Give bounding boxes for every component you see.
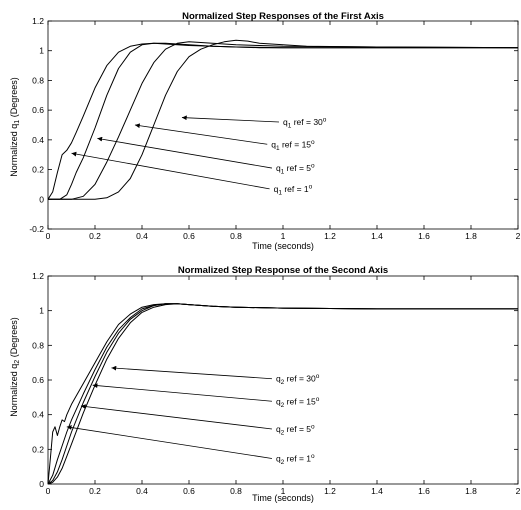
y-tick-label: 1 — [39, 46, 44, 56]
annotation-arrow — [97, 136, 273, 169]
annotation-label: q1 ref = 5o — [276, 163, 315, 176]
y-tick-label: 0.4 — [32, 410, 44, 420]
annotation-label: q2 ref = 30o — [276, 373, 320, 386]
annotations: q1 ref = 30o q1 ref = 15o q1 ref = 5o q1 re… — [71, 115, 327, 196]
x-tick-label: 0 — [46, 486, 51, 496]
x-tick-label: 2 — [516, 486, 521, 496]
annotation-arrow — [92, 383, 272, 402]
annotation-arrow — [80, 404, 272, 430]
series-lines — [47, 39, 519, 200]
y-tick-label: 0.6 — [32, 105, 44, 115]
y-tick-label: -0.2 — [29, 224, 44, 234]
x-tick-label: 0 — [46, 231, 51, 241]
x-tick-label: 1.6 — [418, 231, 430, 241]
series-lines — [47, 303, 518, 485]
x-tick-label: 0.6 — [183, 231, 195, 241]
series-line-3 — [48, 41, 519, 200]
axis-ticks: 0 0.2 0.4 0.6 0.8 1 1.2 1.4 1.6 1.8 2-0.200.20.40.… — [29, 16, 520, 241]
y-tick-label: 0.6 — [32, 375, 44, 385]
annotation-label: q2 ref = 15o — [276, 396, 320, 409]
series-line-4 — [47, 303, 518, 485]
axis-ticks: 0 0.2 0.4 0.6 0.8 1 1.2 1.4 1.6 1.8 2 0 0.2 0.4 0.6 0.8… — [32, 271, 520, 496]
x-axis-label: Time (seconds) — [252, 241, 314, 251]
x-tick-label: 0.4 — [136, 231, 148, 241]
y-tick-label: 0 — [39, 479, 44, 489]
x-tick-label: 0.8 — [230, 231, 242, 241]
annotation-arrow — [111, 365, 272, 380]
chart-title: Normalized Step Response of the Second A… — [178, 265, 388, 276]
y-tick-label: 0.8 — [32, 75, 44, 85]
x-tick-label: 0.8 — [230, 486, 242, 496]
annotation-label: q1 ref = 1o — [274, 183, 313, 196]
chart-top: Normalized Step Responses of the First A… — [9, 11, 521, 251]
series-line-3 — [47, 303, 518, 485]
annotation-label: q2 ref = 1o — [276, 453, 315, 466]
chart-title: Normalized Step Responses of the First A… — [182, 11, 384, 22]
y-axis-label: Normalized q1 (Degrees) — [9, 77, 21, 176]
x-axis-label: Time (seconds) — [252, 493, 314, 503]
chart-bottom: Normalized Step Response of the Second A… — [9, 265, 521, 503]
y-tick-label: 0.4 — [32, 135, 44, 145]
x-tick-label: 0.4 — [136, 486, 148, 496]
y-tick-label: 0 — [39, 194, 44, 204]
series-line-4 — [48, 39, 519, 200]
x-tick-label: 1 — [281, 486, 286, 496]
x-tick-label: 1.6 — [418, 486, 430, 496]
x-tick-label: 1.4 — [371, 486, 383, 496]
x-tick-label: 2 — [516, 231, 521, 241]
y-tick-label: 1.2 — [32, 16, 44, 26]
y-tick-label: 0.2 — [32, 165, 44, 175]
y-tick-label: 0.8 — [32, 340, 44, 350]
annotation-arrow — [66, 425, 273, 459]
series-line-2 — [48, 42, 518, 200]
x-tick-label: 0.6 — [183, 486, 195, 496]
y-tick-label: 1.2 — [32, 271, 44, 281]
y-axis-label: Normalized q2 (Degrees) — [9, 317, 21, 416]
x-tick-label: 1.8 — [465, 486, 477, 496]
x-tick-label: 1.4 — [371, 231, 383, 241]
x-tick-label: 0.2 — [89, 486, 101, 496]
x-tick-label: 0.2 — [89, 231, 101, 241]
annotation-label: q2 ref = 5o — [276, 424, 315, 437]
x-tick-label: 1.8 — [465, 231, 477, 241]
axes-box — [47, 20, 519, 230]
annotations: q2 ref = 30o q2 ref = 15o q2 ref = 5o q2 re… — [66, 365, 320, 466]
annotation-arrow — [134, 123, 268, 145]
x-tick-label: 1.2 — [324, 486, 336, 496]
series-line-2 — [47, 303, 518, 485]
annotation-arrow — [181, 115, 280, 123]
annotation-arrow — [71, 151, 270, 190]
x-tick-label: 1.2 — [324, 231, 336, 241]
annotation-label: q1 ref = 15o — [271, 139, 315, 152]
y-tick-label: 1 — [39, 306, 44, 316]
y-tick-label: 0.2 — [32, 444, 44, 454]
annotation-label: q1 ref = 30o — [283, 117, 327, 130]
series-line-1 — [47, 303, 518, 485]
x-tick-label: 1 — [281, 231, 286, 241]
axes-box — [47, 275, 519, 485]
